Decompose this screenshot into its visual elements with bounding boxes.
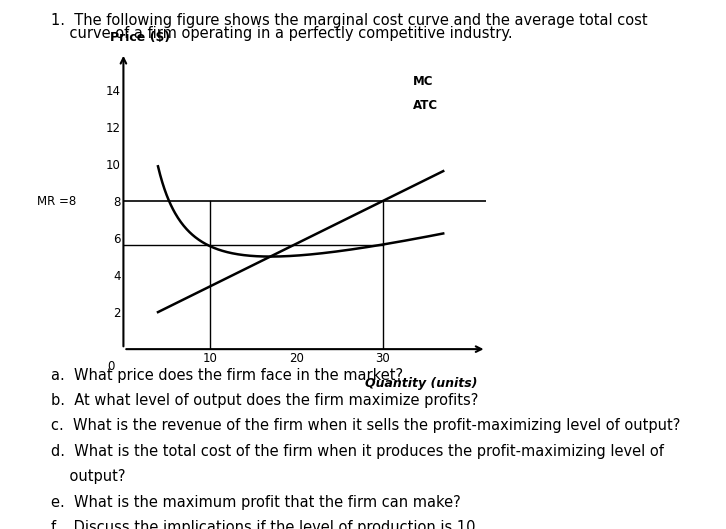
Text: MR =8: MR =8 — [36, 195, 76, 207]
Text: a.  What price does the firm face in the market?: a. What price does the firm face in the … — [51, 368, 403, 382]
Text: c.  What is the revenue of the firm when it sells the profit-maximizing level of: c. What is the revenue of the firm when … — [51, 418, 680, 433]
Text: f.   Discuss the implications if the level of production is 10.: f. Discuss the implications if the level… — [51, 520, 480, 529]
Text: ATC: ATC — [413, 99, 438, 112]
Text: d.  What is the total cost of the firm when it produces the profit-maximizing le: d. What is the total cost of the firm wh… — [51, 444, 664, 459]
Text: curve of a firm operating in a perfectly competitive industry.: curve of a firm operating in a perfectly… — [51, 26, 513, 41]
Text: b.  At what level of output does the firm maximize profits?: b. At what level of output does the firm… — [51, 393, 478, 408]
Text: 0: 0 — [107, 360, 115, 373]
Text: output?: output? — [51, 469, 126, 484]
Text: Quantity (units): Quantity (units) — [365, 377, 478, 390]
Text: Price ($): Price ($) — [110, 31, 171, 43]
Text: 1.  The following figure shows the marginal cost curve and the average total cos: 1. The following figure shows the margin… — [51, 13, 648, 28]
Text: e.  What is the maximum profit that the firm can make?: e. What is the maximum profit that the f… — [51, 495, 460, 509]
Text: MC: MC — [413, 75, 433, 88]
